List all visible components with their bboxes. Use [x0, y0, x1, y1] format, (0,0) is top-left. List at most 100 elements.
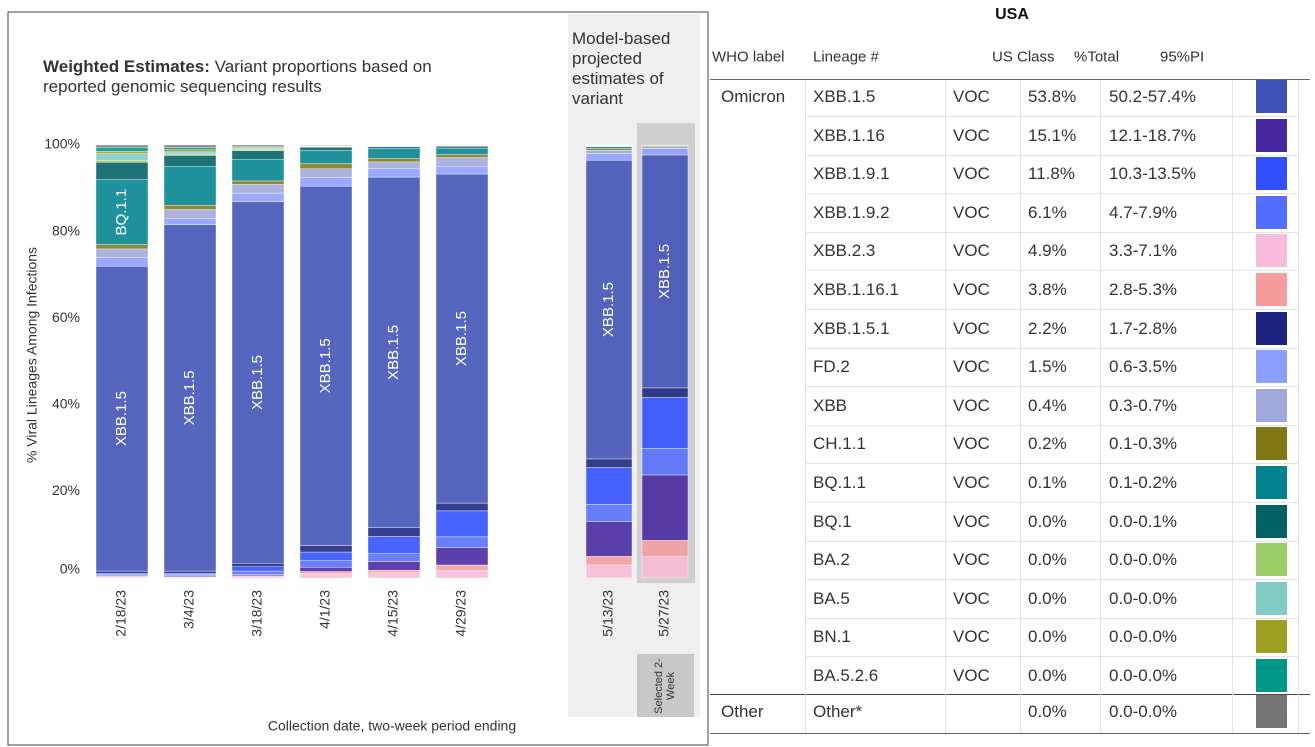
bar-segment [435, 166, 489, 175]
bar-segment [641, 154, 689, 389]
bar-segment [95, 179, 149, 245]
bar-segment [163, 149, 217, 153]
bar-segment [95, 151, 149, 154]
cell-us-class: VOC [953, 511, 990, 531]
bar-segment [435, 564, 489, 571]
cell-us-class: VOC [953, 627, 990, 647]
chart-title: Weighted Estimates: Variant proportions … [43, 57, 473, 97]
cell-pi: 0.0-0.0% [1109, 666, 1178, 685]
bar-segment [231, 563, 285, 567]
cell-total: 1.5% [1028, 357, 1067, 377]
cell-lineage: BA.2 [813, 550, 850, 570]
cell-us-class: VOC [953, 87, 990, 106]
bar-segment [231, 180, 285, 185]
cell-total: 11.8% [1028, 164, 1075, 184]
x-tick-label: 5/13/23 [600, 590, 616, 637]
bar-segment [367, 561, 421, 571]
cell-pi: 0.0-0.1% [1109, 511, 1178, 531]
cell-us-class: VOC [953, 202, 990, 222]
bar-segment [641, 148, 689, 156]
bar-label: XBB.1.5 [181, 370, 198, 425]
cell-lineage: FD.2 [813, 357, 850, 377]
bar-segment [367, 146, 421, 149]
bar-segment [299, 551, 353, 561]
cell-total: 0.1% [1028, 473, 1067, 492]
bar-segment [163, 209, 217, 219]
x-tick-label: 4/29/23 [453, 590, 469, 637]
bar-segment [641, 146, 689, 149]
bar-segment [299, 566, 353, 572]
cell-pi: 0.0-0.0% [1109, 588, 1178, 608]
cell-us-class: VOC [953, 666, 990, 685]
cell-us-class: VOC [953, 357, 990, 377]
row-rule [805, 193, 1298, 195]
bar-label: XBB.1.5 [656, 244, 673, 299]
bar-segment [367, 570, 421, 574]
bar-segment [435, 536, 489, 548]
color-swatch [1256, 581, 1287, 615]
cell-us-class: VOC [953, 241, 990, 261]
bar-segment [585, 467, 633, 505]
cell-us-class: VOC [953, 395, 990, 415]
y-tick-label: 20% [52, 482, 80, 498]
note-box [637, 654, 694, 717]
column-header: US Class [992, 48, 1055, 66]
bar-segment [231, 184, 285, 194]
bar-segment [299, 573, 353, 579]
bar-segment [95, 153, 149, 161]
color-swatch [1256, 273, 1287, 306]
bar-label: XBB.1.5 [385, 325, 402, 380]
bar-segment [299, 163, 353, 170]
color-swatch [1256, 118, 1287, 152]
bar-segment [95, 162, 149, 180]
bar-segment [435, 510, 489, 538]
cell-pi: 0.1-0.3% [1109, 434, 1178, 454]
title-text: Variant proportions based on reported ge… [43, 57, 432, 96]
bar-segment [299, 150, 353, 164]
bar-segment [163, 155, 217, 167]
row-rule [805, 540, 1298, 542]
bar-segment [231, 570, 285, 575]
bar-segment [641, 387, 689, 398]
x-tick-label: 4/1/23 [317, 590, 333, 629]
bar-segment [231, 566, 285, 572]
cell-pi: 4.7-7.9% [1109, 202, 1178, 222]
chart-frame [7, 11, 709, 746]
bar-segment [641, 474, 689, 541]
cell-lineage: XBB [813, 395, 848, 415]
bar-segment [163, 204, 217, 210]
bar-segment [95, 266, 149, 572]
bar-segment [435, 154, 489, 158]
color-swatch [1256, 504, 1287, 538]
x-tick-label: 3/4/23 [181, 590, 197, 629]
bar-segment [163, 144, 217, 148]
bar-segment [585, 556, 633, 566]
column-header: 95%PI [1160, 48, 1205, 66]
bar-segment [163, 570, 217, 574]
cell-pi: 0.0-0.0% [1109, 550, 1178, 570]
cell-pi: 50.2-57.4% [1109, 87, 1196, 106]
cell-total: 0.0% [1028, 588, 1067, 608]
bar-segment [435, 146, 489, 149]
x-tick-label: 2/18/23 [113, 590, 129, 637]
bar-segment [367, 161, 421, 169]
bar-segment [585, 458, 633, 468]
cell-total: 3.8% [1028, 280, 1067, 299]
bar-segment [231, 192, 285, 202]
color-swatch [1256, 388, 1287, 422]
bar-segment [231, 159, 285, 182]
column-rule [1232, 80, 1233, 733]
bar-segment [585, 153, 633, 161]
bar-segment [367, 527, 421, 537]
bar-segment [163, 151, 217, 155]
x-tick-label: 4/15/23 [385, 590, 401, 637]
bar-segment [585, 149, 633, 154]
row-rule [805, 154, 1298, 156]
cell-lineage: BA.5.2.6 [813, 666, 879, 685]
bar-segment [585, 504, 633, 522]
cell-lineage: XBB.1.9.2 [813, 202, 890, 222]
cell-us-class: VOC [953, 588, 990, 608]
color-swatch [1256, 80, 1287, 113]
cell-lineage: BN.1 [813, 627, 851, 647]
bar-segment [585, 564, 633, 579]
